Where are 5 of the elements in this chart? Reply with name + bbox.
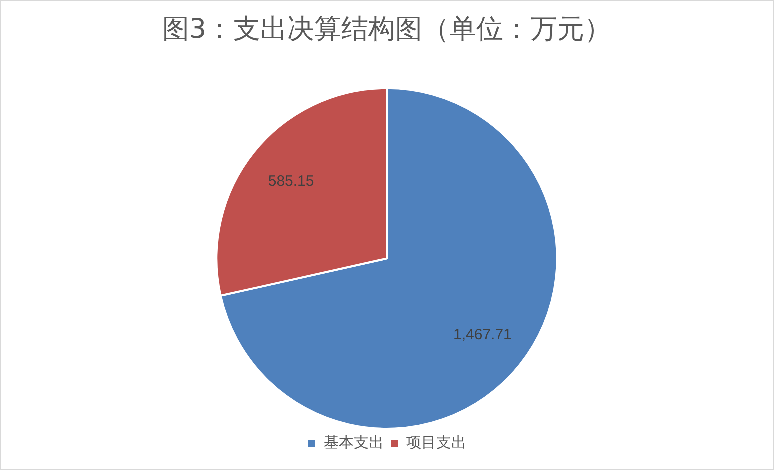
legend-label: 项目支出: [406, 433, 466, 452]
data-label: 1,467.71: [454, 326, 512, 344]
data-label: 585.15: [268, 173, 314, 190]
legend-label: 基本支出: [324, 433, 384, 452]
chart-title: 图3：支出决算结构图（单位：万元）: [162, 14, 612, 46]
